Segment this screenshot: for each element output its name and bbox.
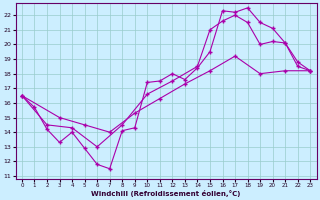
X-axis label: Windchill (Refroidissement éolien,°C): Windchill (Refroidissement éolien,°C) [92, 190, 241, 197]
